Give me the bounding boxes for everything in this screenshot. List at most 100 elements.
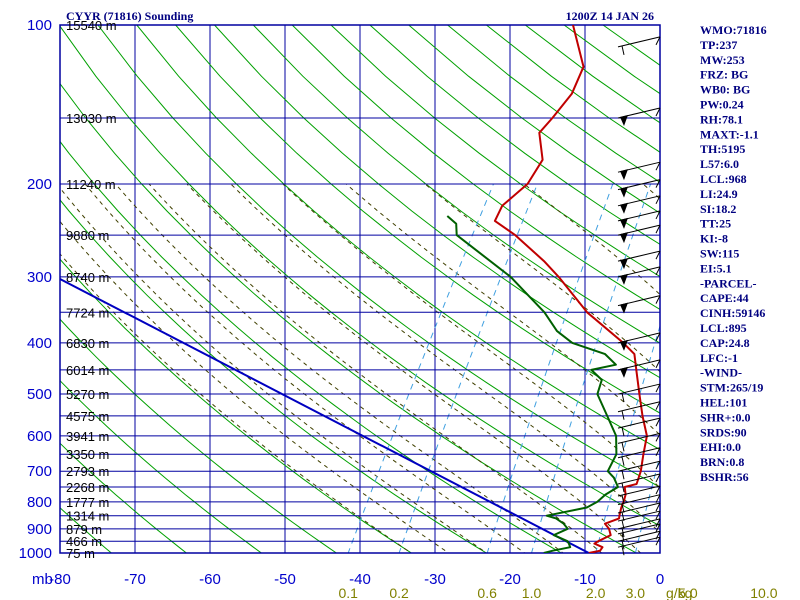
height-label: 1777 m	[66, 495, 109, 510]
parcel-line	[60, 277, 590, 553]
index-line: WMO:71816	[700, 23, 767, 37]
dry-adiabat	[486, 25, 660, 153]
mixing-ratio-line	[347, 183, 494, 553]
mixing-ratio-line	[762, 184, 800, 564]
wind-barb	[617, 266, 661, 285]
index-line: FRZ: BG	[700, 68, 748, 82]
mixing-ratio-tick-label: 0.2	[389, 585, 409, 600]
profile-series	[60, 25, 648, 553]
moist-adiabats	[60, 183, 800, 564]
temperature-tick-label: -30	[424, 571, 446, 588]
wind-barb	[617, 447, 661, 466]
index-line: CAPE:44	[700, 291, 749, 305]
height-label: 6830 m	[66, 336, 109, 351]
mixing-ratio-lines	[347, 183, 800, 564]
wind-barb	[617, 460, 661, 480]
mixing-ratio-line	[398, 183, 538, 553]
height-label: 2793 m	[66, 464, 109, 479]
wind-barb	[617, 250, 661, 270]
temperature-line	[493, 25, 648, 553]
wind-barb	[617, 432, 661, 452]
pressure-tick-label: 200	[27, 176, 52, 193]
wind-barb	[617, 518, 661, 537]
pressure-tick-labels: 100 200 300 400 500 600 700 800 900 1000	[19, 17, 52, 562]
plot-frame	[59, 24, 661, 554]
dewpoint-line	[446, 215, 619, 553]
chart-subtitle: 1200Z 14 JAN 26	[566, 9, 654, 23]
index-line: WB0: BG	[700, 83, 750, 97]
index-line: TT:25	[700, 217, 731, 231]
dry-adiabats	[60, 25, 660, 553]
index-line: LCL:968	[700, 172, 747, 186]
isobar-grid	[59, 24, 661, 554]
mixing-ratio-tick-label: 0.6	[477, 585, 497, 600]
wind-barb	[617, 359, 661, 378]
pressure-tick-label: 100	[27, 17, 52, 34]
mixing-ratio-tick-label: 0.1	[338, 585, 358, 600]
moist-adiabat	[84, 183, 526, 553]
dry-adiabat	[60, 379, 263, 553]
index-line: -WIND-	[700, 366, 742, 380]
index-line: EI:5.1	[700, 261, 732, 275]
pressure-tick-label: 800	[27, 494, 52, 511]
dry-adiabat	[60, 442, 188, 553]
pressure-tick-label: 700	[27, 463, 52, 480]
mixing-ratio-tick-label: 2.0	[586, 585, 606, 600]
index-line: CINH:59146	[700, 306, 765, 320]
height-label: 9880 m	[66, 228, 109, 243]
moist-adiabat	[60, 253, 412, 553]
moist-adiabat	[282, 183, 660, 489]
temperature-tick-label: -50	[274, 571, 296, 588]
temperature-tick-label: -60	[199, 571, 221, 588]
index-line: LCL:895	[700, 321, 747, 335]
wind-barb	[617, 107, 661, 126]
mixing-ratio-tick-label: 3.0	[626, 585, 646, 600]
mixing-ratio-units: g/kg	[666, 585, 692, 600]
dry-adiabat	[369, 25, 660, 245]
mixing-ratio-tick-label: 1.0	[522, 585, 542, 600]
moist-adiabat	[60, 187, 488, 553]
index-line: SHR+:0.0	[700, 410, 751, 424]
moist-adiabat	[148, 183, 603, 553]
index-line: CAP:24.8	[700, 336, 750, 350]
mixing-ratio-line	[634, 453, 660, 553]
height-label: 4575 m	[66, 409, 109, 424]
index-line: SI:18.2	[700, 202, 736, 216]
index-line: MAXT:-1.1	[700, 127, 759, 141]
index-line: LI:24.9	[700, 187, 738, 201]
height-label: 466 m	[66, 534, 102, 549]
wind-barb	[617, 210, 661, 229]
index-line: EHI:0.0	[700, 440, 741, 454]
index-line: LFC:-1	[700, 351, 738, 365]
height-label: 15540 m	[66, 18, 117, 33]
pressure-tick-label: 300	[27, 269, 52, 286]
temperature-tick-label: -80	[49, 571, 71, 588]
height-labels: 15540 m 13030 m 11240 m 9880 m 8740 m 7724 m 6…	[66, 18, 117, 561]
mixing-ratio-line	[486, 183, 614, 553]
dry-adiabat	[60, 140, 563, 553]
height-label: 3941 m	[66, 429, 109, 444]
index-line: -PARCEL-	[700, 276, 756, 290]
moist-adiabat	[762, 184, 800, 564]
pressure-tick-label: 900	[27, 521, 52, 538]
index-line: TH:5195	[700, 142, 745, 156]
dry-adiabat	[60, 25, 660, 527]
dry-adiabat	[330, 25, 660, 278]
wind-barb	[617, 195, 661, 214]
wind-barb	[617, 332, 661, 351]
height-label: 2268 m	[66, 480, 109, 495]
index-line: L57:6.0	[700, 157, 739, 171]
moist-adiabat	[424, 183, 660, 373]
wind-barb	[617, 383, 661, 403]
dry-adiabat	[60, 199, 488, 553]
wind-barb	[617, 485, 661, 505]
height-label: 75 m	[66, 546, 95, 561]
index-line: MW:253	[700, 53, 745, 67]
pressure-tick-label: 1000	[19, 545, 52, 562]
dry-adiabat	[563, 25, 660, 95]
index-line: SW:115	[700, 247, 739, 261]
index-line: BRN:0.8	[700, 455, 744, 469]
index-line: SRDS:90	[700, 425, 747, 439]
